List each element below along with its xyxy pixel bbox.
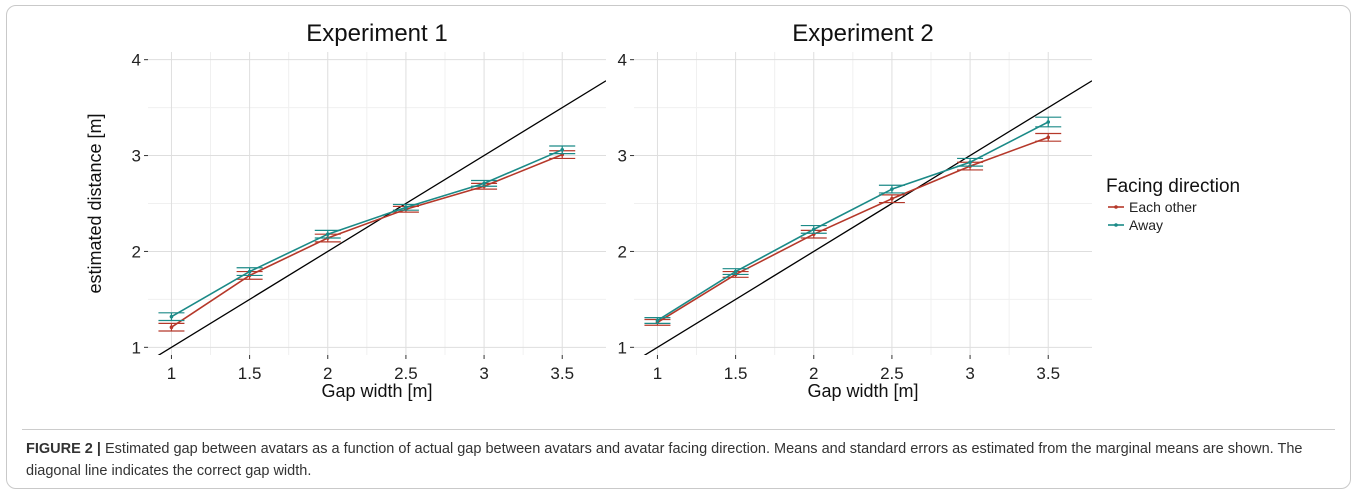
y-tick-label: 4 — [132, 51, 141, 70]
caption-divider — [22, 429, 1335, 430]
data-point — [169, 325, 174, 329]
series-away — [158, 145, 576, 322]
series-line — [171, 149, 563, 318]
y-tick-label: 1 — [132, 338, 141, 357]
caption-text: Estimated gap between avatars as a funct… — [26, 441, 1303, 479]
x-tick-label: 1.5 — [238, 364, 262, 383]
x-tick-label: 1.5 — [724, 364, 748, 383]
y-tick-label: 4 — [618, 51, 627, 70]
data-point — [890, 187, 894, 191]
data-point — [968, 160, 972, 165]
chart-panel-1: 1 2 3 4 1 1.5 2 2.5 3 3.5 Experiment 1 Gap width [m… — [85, 20, 606, 401]
chart-title: Experiment 1 — [306, 20, 447, 47]
data-point — [811, 227, 816, 232]
y-tick-label: 3 — [132, 147, 141, 166]
x-tick-label: 3.5 — [1036, 364, 1060, 383]
x-tick-label: 2.5 — [880, 364, 904, 383]
x-axis-label: Gap width [m] — [321, 381, 432, 401]
reference-diagonal-line — [157, 80, 606, 355]
x-tick-label: 3 — [965, 364, 974, 383]
y-tick-label: 2 — [618, 242, 627, 261]
data-point — [482, 181, 486, 186]
data-point — [733, 269, 738, 274]
figure-frame — [6, 5, 1351, 489]
series-line — [657, 121, 1049, 322]
figure-caption: FIGURE 2 | Estimated gap between avatars… — [26, 438, 1326, 482]
y-axis-label: estimated distance [m] — [85, 113, 105, 293]
legend-item-label: Away — [1129, 217, 1163, 233]
legend-title: Facing direction — [1106, 176, 1240, 197]
data-point — [1046, 120, 1051, 124]
legend-key-point — [1114, 205, 1118, 209]
y-tick-label: 3 — [618, 147, 627, 166]
y-tick-label: 1 — [618, 338, 627, 357]
data-point — [655, 318, 660, 323]
data-point — [890, 196, 894, 201]
data-point — [404, 205, 408, 210]
data-point — [325, 232, 330, 236]
legend-item-label: Each other — [1129, 199, 1197, 215]
data-point — [169, 314, 174, 319]
figure-panels: 1 2 3 4 1 1.5 2 2.5 3 3.5 Experiment 1 Gap width [m… — [85, 20, 1240, 401]
data-point — [1046, 135, 1051, 140]
chart-title: Experiment 2 — [792, 20, 933, 47]
x-tick-label: 2 — [809, 364, 818, 383]
series-away — [644, 116, 1062, 324]
x-tick-label: 2.5 — [394, 364, 418, 383]
legend-key-point — [1114, 223, 1118, 227]
x-tick-label: 3 — [479, 364, 488, 383]
reference-diagonal-line — [643, 80, 1092, 355]
caption-label: FIGURE 2 | — [26, 441, 101, 457]
x-tick-label: 3.5 — [550, 364, 574, 383]
series-line — [171, 153, 563, 328]
x-axis-label: Gap width [m] — [807, 381, 918, 401]
data-point — [560, 148, 565, 152]
legend: Facing direction Each other Away — [1106, 176, 1240, 233]
x-tick-label: 1 — [653, 364, 662, 383]
x-tick-label: 2 — [323, 364, 332, 383]
chart-panel-2: 1 2 3 4 1 1.5 2 2.5 3 3.5 Experiment 2 Gap width [m… — [618, 20, 1092, 401]
data-point — [247, 269, 252, 274]
x-tick-label: 1 — [167, 364, 176, 383]
y-tick-label: 2 — [132, 242, 141, 261]
series-line — [657, 136, 1049, 324]
